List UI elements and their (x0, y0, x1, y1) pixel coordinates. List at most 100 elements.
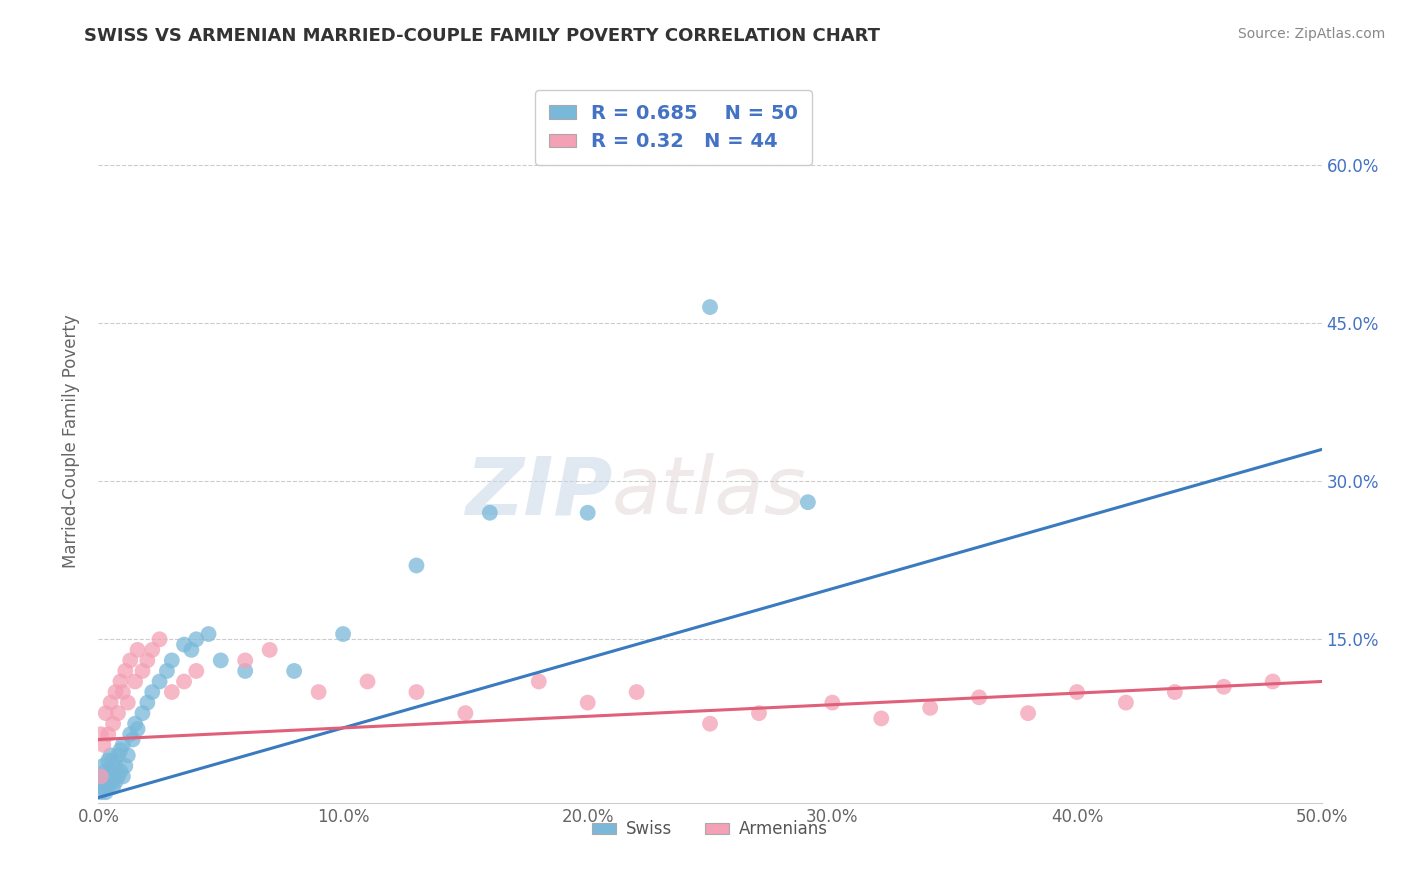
Point (197, 627, 219, 641)
Y-axis label: Married-Couple Family Poverty: Married-Couple Family Poverty (62, 315, 80, 568)
Point (107, 769, 129, 783)
Point (920, 701, 942, 715)
Point (90, 769, 112, 783)
Point (136, 696, 159, 710)
Point (131, 664, 153, 678)
Point (97, 780, 120, 794)
Point (90, 727, 112, 741)
Point (110, 764, 132, 779)
Point (209, 653, 232, 667)
Point (356, 674, 378, 689)
Point (100, 748, 122, 763)
Point (107, 748, 129, 763)
Point (141, 685, 163, 699)
Text: SWISS VS ARMENIAN MARRIED-COUPLE FAMILY POVERTY CORRELATION CHART: SWISS VS ARMENIAN MARRIED-COUPLE FAMILY … (84, 27, 880, 45)
Point (94, 774, 117, 789)
Point (405, 558, 427, 573)
Point (104, 685, 127, 699)
Legend: Swiss, Armenians: Swiss, Armenians (586, 814, 834, 845)
Point (180, 643, 202, 657)
Point (100, 774, 122, 789)
Point (127, 722, 149, 736)
Point (1164, 685, 1187, 699)
Point (308, 685, 330, 699)
Point (626, 685, 648, 699)
Point (120, 653, 142, 667)
Point (111, 769, 134, 783)
Point (821, 696, 844, 710)
Point (870, 711, 893, 725)
Point (94, 764, 117, 779)
Point (97, 727, 120, 741)
Point (149, 632, 172, 647)
Point (91, 759, 114, 773)
Point (1115, 696, 1137, 710)
Point (173, 638, 195, 652)
Point (1212, 680, 1234, 694)
Point (149, 674, 172, 689)
Point (967, 690, 990, 705)
Point (160, 685, 183, 699)
Point (576, 696, 599, 710)
Point (233, 653, 256, 667)
Point (97, 754, 120, 768)
Point (110, 674, 132, 689)
Point (405, 685, 427, 699)
Point (699, 716, 721, 731)
Point (117, 748, 139, 763)
Point (748, 706, 770, 720)
Point (100, 696, 122, 710)
Point (101, 780, 124, 794)
Point (283, 664, 305, 678)
Point (156, 664, 179, 678)
Point (101, 716, 124, 731)
Point (127, 643, 149, 657)
Point (124, 674, 146, 689)
Point (107, 706, 129, 720)
Text: Source: ZipAtlas.com: Source: ZipAtlas.com (1237, 27, 1385, 41)
Point (97, 769, 120, 783)
Point (173, 674, 195, 689)
Point (90, 774, 112, 789)
Point (332, 627, 354, 641)
Point (699, 300, 721, 314)
Point (94, 785, 117, 799)
Text: ZIP: ZIP (465, 453, 612, 531)
Point (124, 716, 146, 731)
Point (91, 769, 114, 783)
Point (141, 643, 163, 657)
Point (111, 738, 134, 752)
Point (160, 653, 183, 667)
Point (576, 506, 599, 520)
Point (259, 643, 281, 657)
Point (101, 769, 124, 783)
Point (101, 754, 124, 768)
Point (94, 706, 117, 720)
Point (1017, 706, 1039, 720)
Point (233, 664, 256, 678)
Point (111, 685, 134, 699)
Point (104, 774, 127, 789)
Point (91, 780, 114, 794)
Point (114, 759, 136, 773)
Point (454, 706, 477, 720)
Point (121, 732, 143, 747)
Point (131, 706, 153, 720)
Point (1066, 685, 1088, 699)
Point (104, 759, 127, 773)
Point (186, 632, 208, 647)
Point (114, 664, 136, 678)
Point (478, 506, 501, 520)
Point (186, 664, 208, 678)
Point (117, 696, 139, 710)
Point (797, 495, 820, 509)
Point (110, 743, 132, 757)
Point (1261, 674, 1284, 689)
Point (527, 674, 550, 689)
Point (100, 764, 122, 779)
Text: atlas: atlas (612, 453, 807, 531)
Point (136, 653, 159, 667)
Point (120, 727, 142, 741)
Point (91, 738, 114, 752)
Point (90, 785, 112, 799)
